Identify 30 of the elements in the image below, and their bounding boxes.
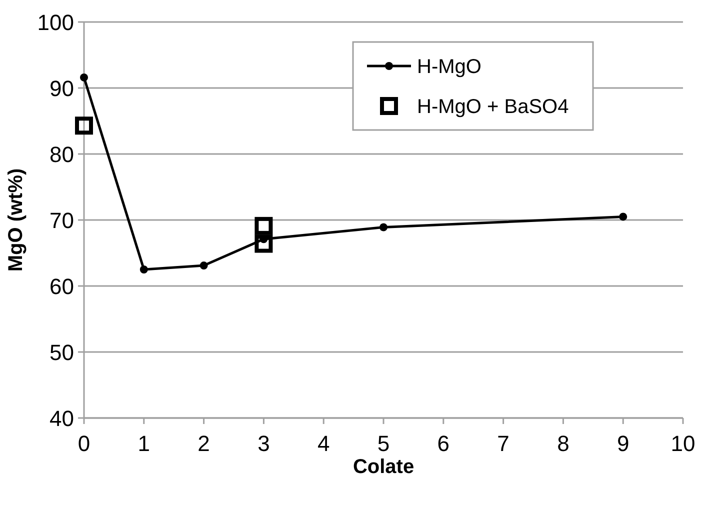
x-tick-label: 1 (138, 431, 150, 456)
y-tick-label: 40 (50, 406, 74, 431)
point (75, 116, 93, 135)
point (200, 262, 208, 270)
legend-label: H-MgO (417, 56, 482, 78)
y-tick-label: 80 (50, 142, 74, 167)
x-tick-label: 3 (258, 431, 270, 456)
x-tick-label: 9 (616, 431, 630, 456)
x-axis-title: Colate (352, 456, 414, 478)
x-tick-label: 4 (317, 431, 330, 456)
x-tick-label: 10 (670, 431, 696, 456)
y-tick-label: 50 (50, 340, 74, 365)
x-tick-label: 8 (557, 431, 570, 456)
point (140, 266, 148, 274)
y-tick-label: 90 (50, 76, 74, 101)
point (80, 73, 88, 82)
x-tick-label: 7 (497, 431, 510, 456)
point (254, 216, 273, 235)
legend-label: H-MgO + BaSO4 (417, 96, 569, 118)
point (380, 223, 388, 232)
x-tick-label: 2 (198, 431, 210, 456)
point (254, 234, 273, 253)
x-tick-label: 6 (437, 431, 450, 456)
y-tick-label: 100 (37, 10, 74, 35)
y-tick-label: 70 (50, 208, 74, 233)
x-tick-label: 0 (78, 431, 90, 456)
y-axis-title: MgO (wt%) (5, 168, 27, 272)
x-tick-label: 5 (377, 431, 390, 456)
point (619, 212, 628, 221)
y-tick-label: 60 (50, 274, 74, 299)
